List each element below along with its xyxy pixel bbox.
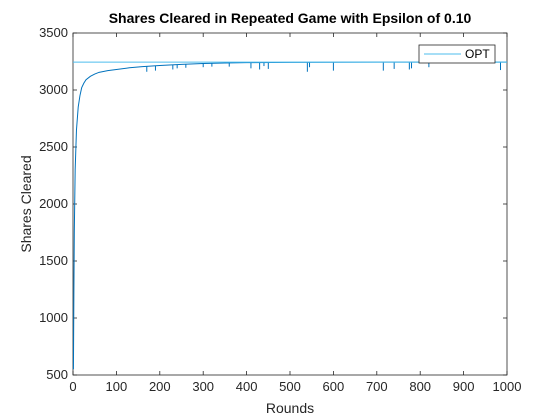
- y-tick-label: 2500: [39, 139, 68, 154]
- x-axis-label: Rounds: [266, 400, 314, 416]
- x-tick-label: 900: [453, 379, 475, 394]
- chart-title: Shares Cleared in Repeated Game with Eps…: [109, 10, 472, 26]
- y-tick-label: 1000: [39, 310, 68, 325]
- legend-label: OPT: [465, 47, 490, 61]
- x-tick-label: 200: [149, 379, 171, 394]
- x-tick-label: 0: [69, 379, 76, 394]
- y-axis-label: Shares Cleared: [18, 155, 34, 252]
- legend: OPT: [418, 44, 496, 64]
- x-tick-label: 500: [279, 379, 301, 394]
- y-tick-label: 2000: [39, 196, 68, 211]
- y-tick-label: 1500: [39, 253, 68, 268]
- y-tick-label: 3500: [39, 25, 68, 40]
- x-tick-label: 100: [106, 379, 128, 394]
- x-tick-label: 300: [192, 379, 214, 394]
- x-tick-label: 1000: [493, 379, 522, 394]
- y-tick-label: 500: [46, 367, 68, 382]
- x-tick-label: 400: [236, 379, 258, 394]
- x-tick-label: 700: [366, 379, 388, 394]
- y-tick-label: 3000: [39, 82, 68, 97]
- x-tick-label: 800: [409, 379, 431, 394]
- x-tick-label: 600: [323, 379, 345, 394]
